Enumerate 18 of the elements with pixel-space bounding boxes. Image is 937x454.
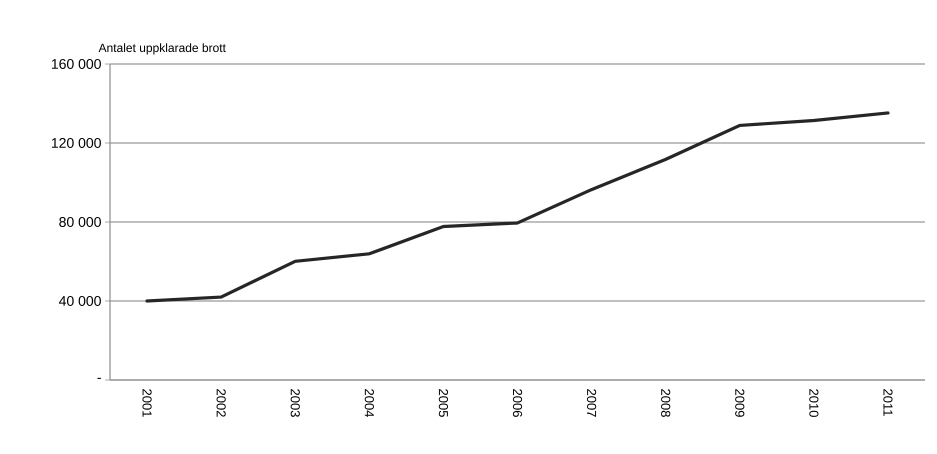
x-tick-label: 2006	[512, 389, 522, 417]
x-tick-label: 2001	[142, 389, 152, 417]
x-tick-label: 2008	[661, 389, 670, 417]
line-series	[145, 111, 890, 303]
x-tick-label: 2007	[586, 389, 596, 417]
y-tick-label: 160 000	[52, 59, 101, 69]
x-tick-label: 2011	[883, 389, 893, 416]
y-axis-title: Antalet uppklarade brott	[98, 43, 226, 54]
y-tick-label: -	[97, 378, 101, 379]
x-tick-label: 2002	[216, 389, 226, 417]
y-tick-label: 80 000	[59, 217, 101, 227]
x-tick-label: 2009	[735, 389, 744, 417]
x-tick-label: 2010	[809, 389, 818, 417]
y-tick-label: 40 000	[58, 296, 101, 306]
x-tick-label: 2005	[438, 389, 448, 417]
y-tick-label: 120 000	[52, 138, 101, 148]
x-tick-label: 2004	[364, 389, 374, 418]
x-tick-label: 2003	[290, 389, 300, 417]
